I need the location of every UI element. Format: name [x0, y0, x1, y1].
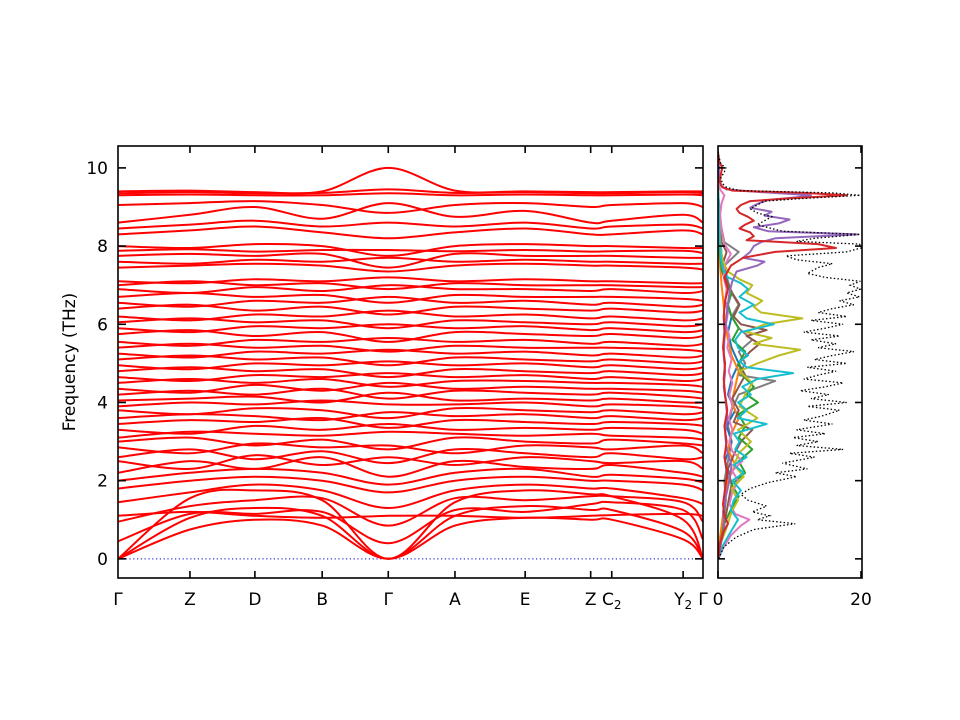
phonon-band-curve: [118, 354, 703, 367]
phonon-band-curve: [118, 262, 703, 273]
phonon-band-curve: [118, 494, 703, 527]
phonon-band-curve: [118, 510, 703, 519]
y-tick-label: 6: [97, 315, 108, 335]
kpoint-label: Γ: [384, 590, 394, 610]
dos-projection-curve-purple: [718, 156, 859, 559]
phonon-band-curve: [118, 284, 703, 295]
phonon-band-curve: [118, 366, 703, 379]
phonon-band-curve: [118, 422, 703, 435]
phonon-band-curve: [118, 399, 703, 410]
phonon-band-curve: [118, 219, 703, 230]
phonon-band-curve: [118, 360, 703, 371]
dos-projection-curve-pink: [718, 179, 751, 560]
dos-projection-curve-cyan: [718, 187, 795, 560]
y-tick-label: 0: [97, 550, 108, 570]
phonon-band-curve: [118, 387, 703, 400]
band-frame: [117, 145, 704, 579]
phonon-band-curve: [118, 348, 703, 359]
kpoint-label: E: [520, 590, 531, 610]
phonon-band-curve: [118, 202, 703, 225]
phonon-band-curve: [118, 256, 703, 265]
kpoint-label: C2: [602, 590, 622, 612]
kpoint-label: Γ: [698, 590, 708, 610]
phonon-band-curve: [118, 454, 703, 470]
phonon-band-curve: [118, 442, 703, 455]
kpoint-label: Γ: [113, 590, 123, 610]
phonon-band-curve: [118, 430, 703, 441]
phonon-band-curve: [118, 475, 703, 494]
phonon-band-curve: [118, 406, 703, 420]
phonon-band-curve: [118, 483, 703, 510]
phonon-band-curve: [118, 309, 703, 322]
phonon-band-curve: [118, 456, 703, 478]
dos-x-tick-label: 20: [850, 590, 872, 610]
phonon-band-curve: [118, 377, 703, 388]
y-tick-label: 2: [97, 472, 108, 492]
dos-frame: [717, 145, 863, 579]
y-tick-label: 8: [97, 237, 108, 257]
y-tick-label: 4: [97, 393, 108, 413]
kpoint-label: Z: [184, 590, 196, 610]
phonon-band-curve: [118, 323, 703, 334]
phonon-band-curve: [118, 188, 703, 195]
kpoint-label: A: [449, 590, 461, 610]
phonon-band-curve: [118, 516, 703, 560]
phonon-band-curve: [118, 248, 703, 255]
phonon-band-curve: [118, 166, 703, 195]
phonon-band-curve: [118, 504, 703, 560]
phonon-band-curve: [118, 416, 703, 429]
phonon-band-curve: [118, 200, 703, 214]
phonon-band-curve: [118, 500, 703, 545]
phonon-band-curve: [118, 381, 703, 394]
phonon-band-curve: [118, 280, 703, 291]
phonon-band-curve: [118, 336, 703, 347]
kpoint-label: Y2: [673, 590, 692, 612]
phonon-band-curve: [118, 317, 703, 330]
y-tick-label: 10: [86, 159, 108, 179]
kpoint-label: B: [316, 590, 328, 610]
kpoint-label: Z: [585, 590, 597, 610]
dos-curves: [718, 148, 862, 560]
phonon-band-curve: [118, 436, 703, 451]
phonon-band-curve: [118, 252, 703, 269]
phonon-band-curve: [118, 329, 703, 343]
phonon-band-curve: [118, 291, 703, 304]
phonon-bands: [118, 166, 703, 560]
phonon-band-curve: [118, 276, 703, 285]
phonon-band-curve: [118, 372, 703, 383]
dos-x-tick-label: 0: [713, 590, 724, 610]
phonon-band-curve: [118, 295, 703, 308]
phonon-band-curve: [118, 225, 703, 240]
phonon-band-curve: [118, 192, 703, 197]
phonon-band-curve: [118, 391, 703, 404]
phonon-band-curve: [118, 303, 703, 316]
phonon-band-curve: [118, 467, 703, 486]
kpoint-label: D: [248, 590, 261, 610]
phonon-band-curve: [118, 448, 703, 465]
dos-panel: 0 20: [713, 145, 872, 610]
dos-projection-curve-red: [718, 152, 848, 559]
phonon-band-curve: [118, 243, 703, 257]
phonon-band-curve: [118, 488, 703, 560]
phonon-band-curve: [118, 411, 703, 422]
phonon-band-curve: [118, 342, 703, 353]
